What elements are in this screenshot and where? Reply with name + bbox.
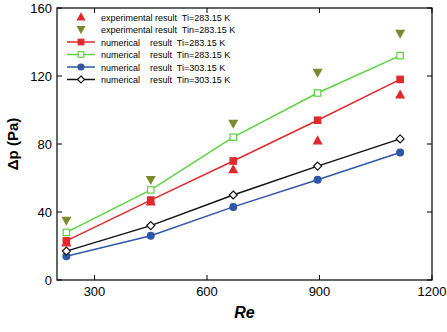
legend-marker (78, 14, 85, 20)
data-point (397, 149, 404, 156)
x-tick-label: 600 (196, 284, 218, 299)
legend-marker (78, 27, 85, 33)
y-tick (57, 212, 62, 213)
y-tick-label: 80 (38, 137, 52, 152)
legend-label: numerical result Tin=303.15 K (101, 75, 230, 85)
data-point (396, 91, 404, 98)
y-tick-label: 0 (45, 273, 52, 288)
x-tick-label: 1200 (418, 284, 447, 299)
data-point (397, 76, 403, 82)
x-tick (207, 275, 208, 280)
x-tick (94, 275, 95, 280)
data-point (396, 30, 404, 37)
data-point (229, 191, 237, 199)
data-point (314, 162, 322, 170)
data-point (230, 134, 236, 140)
x-tick-top (319, 8, 320, 13)
legend-marker (78, 76, 85, 83)
x-axis-label: Re (234, 304, 255, 321)
legend-marker (78, 64, 84, 70)
data-point (396, 135, 404, 143)
y-tick-label: 120 (30, 69, 52, 84)
data-point (148, 187, 154, 193)
y-tick-right (427, 144, 432, 145)
data-point (148, 197, 154, 203)
series-line (66, 139, 400, 251)
data-point (230, 204, 237, 211)
x-tick-label: 900 (309, 284, 331, 299)
y-axis-label: Δp (Pa) (4, 118, 21, 170)
legend-label: numerical result Ti=283.15 K (101, 38, 225, 48)
y-tick-right (427, 212, 432, 213)
legend-label: experimental result Tin=283.15 K (101, 25, 235, 35)
x-tick-top (94, 8, 95, 13)
data-point (314, 137, 322, 144)
data-point (147, 177, 155, 184)
legend-marker (78, 39, 84, 45)
data-point (229, 166, 237, 173)
data-point (62, 239, 70, 246)
plot-area (62, 30, 404, 259)
series-line (66, 153, 400, 257)
legend-marker (78, 52, 84, 58)
y-tick (57, 144, 62, 145)
y-tick-right (427, 76, 432, 77)
data-point (397, 52, 403, 58)
data-point (63, 238, 69, 244)
data-point (147, 232, 154, 239)
legend-label: experimental result Ti=283.15 K (101, 13, 230, 23)
series-line (66, 79, 400, 241)
x-tick-label: 300 (84, 284, 106, 299)
data-point (230, 158, 236, 164)
y-tick (57, 76, 62, 77)
legend-label: numerical result Tin=283.15 K (101, 50, 230, 60)
plot-frame (57, 8, 432, 280)
y-tick-label: 40 (38, 205, 52, 220)
data-point (314, 117, 320, 123)
y-tick-label: 160 (30, 1, 52, 16)
data-point (62, 247, 70, 255)
data-point (314, 69, 322, 76)
data-point (314, 176, 321, 183)
data-point (314, 90, 320, 96)
data-point (147, 222, 155, 230)
data-point (63, 229, 69, 235)
data-point (147, 198, 155, 205)
series-line (66, 56, 400, 233)
data-point (229, 120, 237, 127)
legend-label: numerical result Ti=303.15 K (101, 63, 225, 73)
x-tick (319, 275, 320, 280)
chart: 300 600 900 1200 0 40 80 120 160 Re Δp (Pa) experim… (0, 0, 447, 332)
data-point (62, 217, 70, 224)
